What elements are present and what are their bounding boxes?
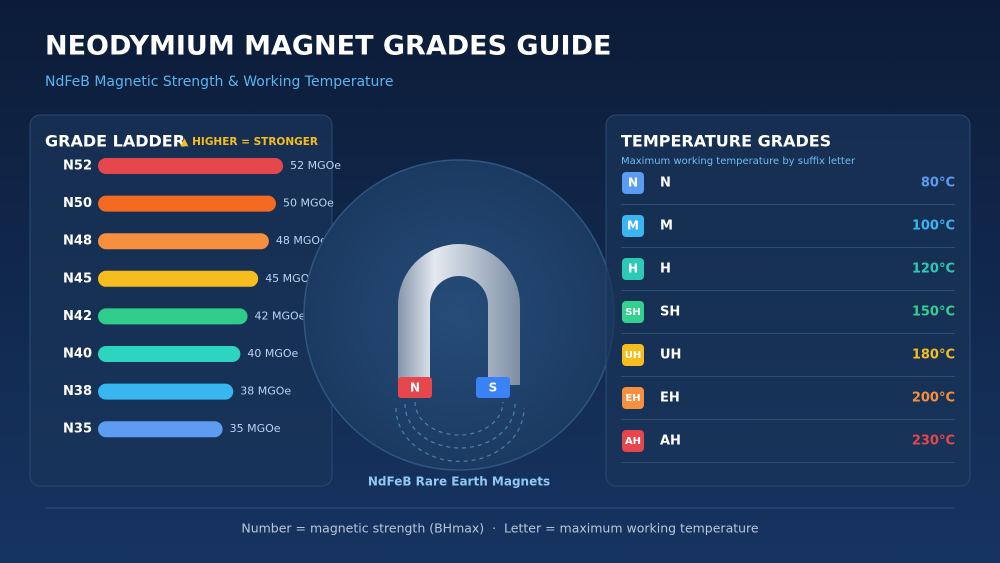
temperature-value: 180°C [912, 348, 955, 363]
temperature-panel [605, 114, 971, 487]
badge-letter: EH [625, 393, 640, 404]
grade-value: 52 MGOe [290, 159, 341, 172]
ladder-title: GRADE LADDER [45, 132, 185, 151]
temperature-value: 120°C [912, 262, 955, 277]
temperature-badge [622, 258, 644, 280]
grade-bar [98, 308, 248, 325]
ladder-note: ▲ HIGHER = STRONGER [180, 136, 318, 148]
footer: Number = magnetic strength (BHmax) · Let… [241, 521, 759, 536]
grade-suffix: M [660, 219, 673, 234]
temperature-badge [622, 215, 644, 237]
badge-letter: SH [625, 307, 641, 318]
badge-letter: N [628, 176, 638, 190]
grade-value: 35 MGOe [230, 422, 281, 435]
magnet-backdrop [303, 159, 615, 471]
grade-bar [98, 195, 276, 212]
grade-value: 40 MGOe [247, 347, 298, 360]
ladder-rows: N52 52 MGOe N50 50 MGOe N48 48 MGOe N45 45 MGOe… [63, 158, 341, 438]
south-pole [476, 377, 510, 398]
magnet-body [398, 244, 520, 385]
grade-suffix: H [660, 262, 671, 277]
temperature-value: 150°C [912, 305, 955, 320]
grade-label: N40 [63, 347, 92, 362]
temperature-value: 200°C [912, 391, 955, 406]
grade-bar [98, 346, 241, 362]
badge-letter: H [628, 262, 638, 276]
grade-value: 50 MGOe [283, 197, 334, 210]
temperature-title: TEMPERATURE GRADES [621, 132, 831, 151]
badge-letter: UH [625, 350, 642, 361]
title: NEODYMIUM MAGNET GRADES GUIDE [45, 31, 611, 62]
grade-bar [98, 270, 259, 287]
north-pole [398, 377, 432, 398]
temperature-value: 100°C [912, 219, 955, 234]
north-label: N [410, 381, 420, 395]
grade-suffix: AH [660, 434, 681, 449]
temperature-badge [622, 172, 644, 194]
grade-suffix: SH [660, 305, 680, 320]
grade-label: N42 [63, 309, 92, 324]
temperature-rows: N N 80°C M M 100°C H H 120°C SH SH 150°C UH UH 180°C EH… [621, 172, 955, 463]
field-lines [395, 401, 525, 462]
magnet-caption: NdFeB Rare Earth Magnets [368, 475, 550, 489]
grade-bar [98, 421, 223, 438]
grade-value: 42 MGOe [255, 309, 306, 322]
grade-bar [98, 233, 269, 250]
temperature-value: 80°C [921, 176, 955, 191]
grade-label: N45 [63, 271, 92, 286]
temperature-badge [622, 430, 644, 452]
grade-label: N50 [63, 196, 92, 211]
grade-value: 45 MGOe [265, 272, 316, 285]
temperature-badge [622, 387, 644, 409]
temperature-badge [622, 301, 644, 323]
grade-suffix: N [660, 176, 671, 191]
temperature-subtitle: Maximum working temperature by suffix le… [621, 156, 856, 167]
grade-value: 38 MGOe [240, 385, 291, 398]
grade-suffix: EH [660, 391, 680, 406]
grade-label: N38 [63, 384, 92, 399]
temperature-value: 230°C [912, 434, 955, 449]
badge-letter: M [627, 219, 639, 233]
grade-label: N48 [63, 234, 92, 249]
badge-letter: AH [625, 436, 641, 447]
temperature-badge [622, 344, 644, 366]
grade-value: 48 MGOe [276, 234, 327, 247]
grade-bar [98, 158, 284, 174]
grade-suffix: UH [660, 348, 681, 363]
grade-label: N35 [63, 422, 92, 437]
grade-label: N52 [63, 159, 92, 174]
subtitle: NdFeB Magnetic Strength & Working Temper… [45, 74, 393, 90]
south-label: S [489, 381, 498, 395]
grade-bar [98, 383, 234, 400]
